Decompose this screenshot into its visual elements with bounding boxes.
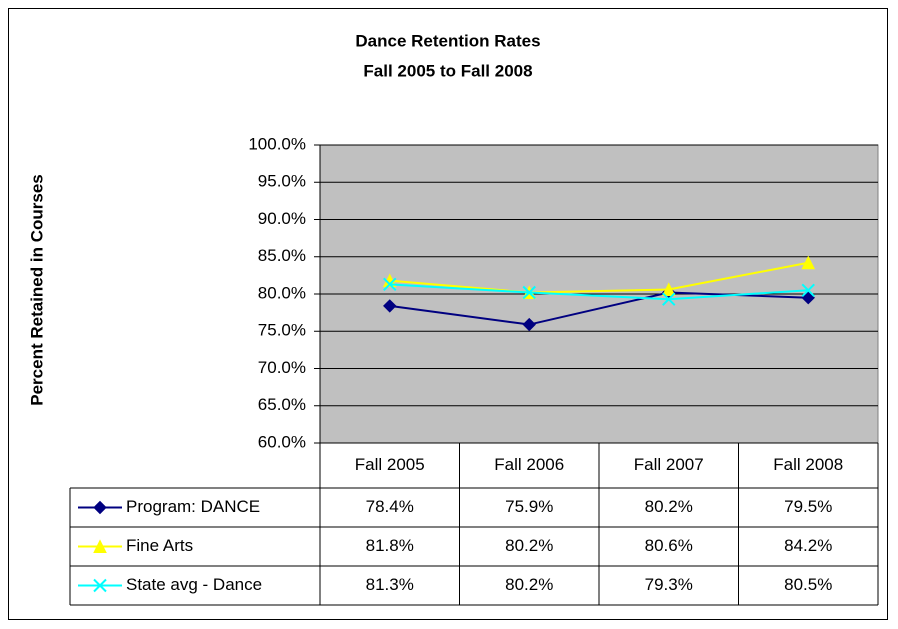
marker [662,292,676,306]
series-line [389,261,809,294]
marker [522,285,536,300]
table-value: 75.9% [505,497,553,516]
series-line [389,283,809,301]
y-tick-label: 65.0% [258,395,306,414]
table-value: 78.4% [366,497,414,516]
marker [801,255,816,270]
marker [801,291,815,305]
y-tick-label: 75.0% [258,321,306,340]
legend-label: State avg - Dance [126,575,262,594]
table-value: 84.2% [784,536,832,555]
table-value: 81.3% [366,575,414,594]
chart-title: Dance Retention Rates [355,31,540,50]
y-tick-label: 85.0% [258,246,306,265]
x-tick-label: Fall 2008 [773,455,843,474]
y-tick-label: 70.0% [258,358,306,377]
x-tick-label: Fall 2006 [494,455,564,474]
y-tick-label: 100.0% [248,134,306,153]
marker [93,500,107,515]
y-axis-label: Percent Retained in Courses [27,174,46,405]
x-tick-label: Fall 2007 [634,455,704,474]
y-tick-label: 90.0% [258,209,306,228]
legend-label: Program: DANCE [126,497,260,516]
table-value: 81.8% [366,536,414,555]
marker [383,277,397,292]
marker [801,283,815,297]
table-value: 80.2% [645,497,693,516]
marker [661,282,676,297]
marker [93,578,107,593]
marker [522,317,536,332]
marker [93,539,107,553]
y-tick-label: 95.0% [258,172,306,191]
chart-subtitle: Fall 2005 to Fall 2008 [363,61,532,80]
x-tick-label: Fall 2005 [355,455,425,474]
table-value: 80.6% [645,536,693,555]
y-tick-label: 80.0% [258,283,306,302]
table-value: 79.5% [784,497,832,516]
table-value: 80.2% [505,575,553,594]
marker [383,299,397,313]
legend-label: Fine Arts [126,536,193,555]
y-tick-label: 60.0% [258,432,306,451]
table-value: 79.3% [645,575,693,594]
table-value: 80.5% [784,575,832,594]
table-value: 80.2% [505,536,553,555]
